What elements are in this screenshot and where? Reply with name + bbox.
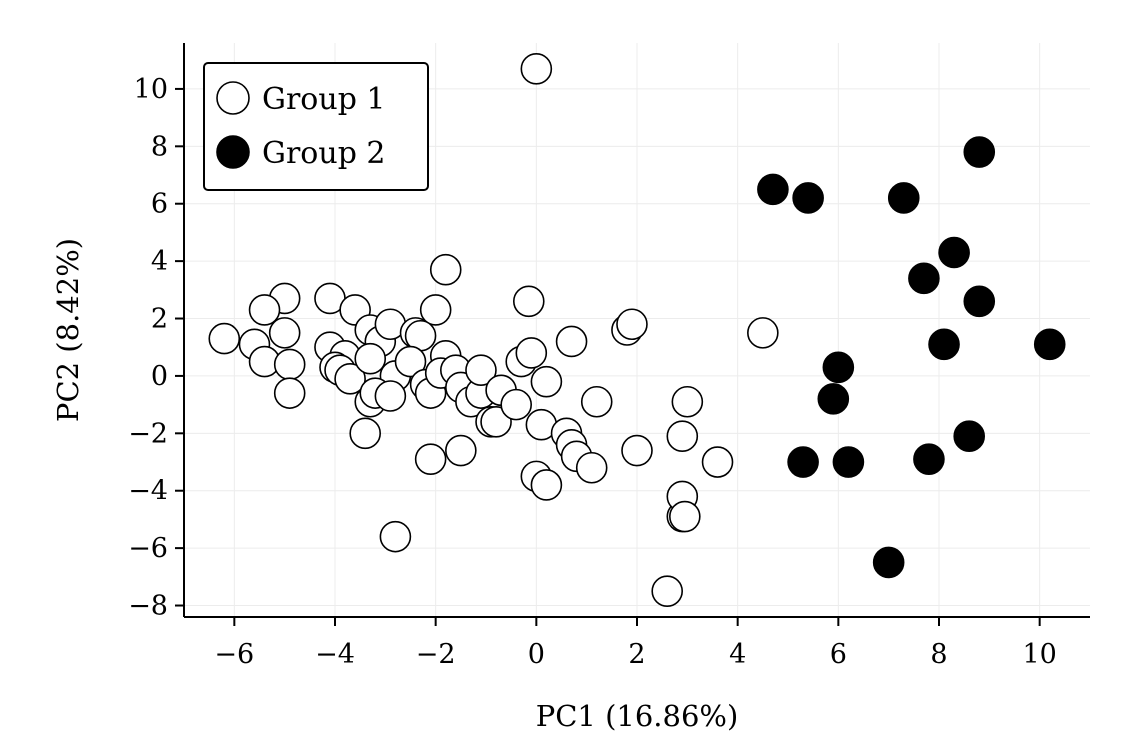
x-tick-label: −6 xyxy=(214,639,254,670)
y-tick-label: 8 xyxy=(151,131,168,162)
group-1-point xyxy=(621,434,653,467)
x-tick-label: 6 xyxy=(830,639,847,670)
legend-label-group-2: Group 2 xyxy=(262,136,386,171)
legend-marker-group-1 xyxy=(216,81,250,115)
group-1-point xyxy=(414,443,447,475)
legend-label-group-1: Group 1 xyxy=(262,82,386,117)
group-2-point xyxy=(938,236,970,269)
group-1-point xyxy=(520,53,553,85)
grid xyxy=(184,43,1090,617)
group-1-point xyxy=(666,420,699,452)
legend-marker-group-2 xyxy=(216,135,250,169)
group-2-point xyxy=(792,182,824,214)
x-tick-label: 8 xyxy=(930,639,947,670)
group-2-point xyxy=(787,446,819,478)
x-tick-label: 0 xyxy=(528,639,545,670)
group-2-point xyxy=(1033,328,1066,361)
data-points xyxy=(208,53,1066,607)
group-1-point xyxy=(394,345,427,378)
legend: Group 1 Group 2 xyxy=(203,62,429,191)
group-1-point xyxy=(530,365,563,398)
group-1-point xyxy=(530,469,563,501)
x-tick-label: 4 xyxy=(729,639,746,670)
y-tick-label: 6 xyxy=(151,189,168,220)
y-tick-label: −4 xyxy=(128,476,168,507)
group-1-point xyxy=(747,317,779,349)
group-1-point xyxy=(273,348,306,381)
group-2-point xyxy=(822,351,855,384)
group-1-point xyxy=(480,406,512,438)
y-tick-label: 10 xyxy=(134,74,168,105)
group-1-point xyxy=(379,520,412,553)
group-1-point xyxy=(575,451,608,484)
y-tick-label: 0 xyxy=(151,361,168,392)
group-1-point xyxy=(512,285,545,318)
group-1-point xyxy=(701,446,734,478)
group-1-point xyxy=(555,325,588,358)
group-1-point xyxy=(445,434,477,467)
group-1-point xyxy=(515,337,548,369)
y-axis-title: PC2 (8.42%) xyxy=(51,238,85,422)
y-tick-label: −2 xyxy=(128,418,168,449)
group-2-point xyxy=(928,328,960,361)
group-1-point xyxy=(500,388,533,421)
group-2-point xyxy=(963,136,996,168)
y-tick-label: 2 xyxy=(151,304,168,335)
group-1-point xyxy=(580,385,613,418)
group-1-point xyxy=(268,317,301,349)
group-1-point xyxy=(349,417,382,450)
group-2-point xyxy=(817,383,850,415)
group-1-point xyxy=(354,342,387,375)
group-1-point xyxy=(429,253,462,286)
group-1-point xyxy=(374,380,407,412)
x-axis-title: PC1 (16.86%) xyxy=(536,699,739,733)
group-1-point xyxy=(671,385,704,418)
ticks: −6 −4 −2 0 2 4 6 8 10 −8 −6 −4 −2 0 2 4 6 8 10 xyxy=(128,74,1057,670)
group-2-point xyxy=(832,446,865,478)
group-2-point xyxy=(887,182,920,214)
x-tick-label: 10 xyxy=(1022,639,1056,670)
group-1-point xyxy=(651,575,684,607)
group-2-point xyxy=(872,546,905,579)
legend-box xyxy=(203,62,429,191)
group-2-point xyxy=(953,420,986,452)
group-2-point xyxy=(913,443,945,475)
y-tick-label: −6 xyxy=(128,533,168,564)
group-1-point xyxy=(334,362,366,395)
x-tick-label: −2 xyxy=(416,639,456,670)
group-1-point xyxy=(208,322,241,355)
group-1-point xyxy=(465,354,497,386)
group-1-point xyxy=(669,500,701,533)
group-1-point xyxy=(616,308,648,341)
group-2-point xyxy=(908,262,940,295)
x-tick-label: 2 xyxy=(628,639,645,670)
y-tick-label: 4 xyxy=(151,246,168,277)
x-tick-label: −4 xyxy=(315,639,355,670)
group-2-point xyxy=(757,173,789,206)
group-1-point xyxy=(273,377,306,409)
group-1-point xyxy=(419,294,452,326)
group-1-point xyxy=(248,294,281,326)
group-2-point xyxy=(963,285,996,318)
y-tick-label: −8 xyxy=(128,591,168,622)
